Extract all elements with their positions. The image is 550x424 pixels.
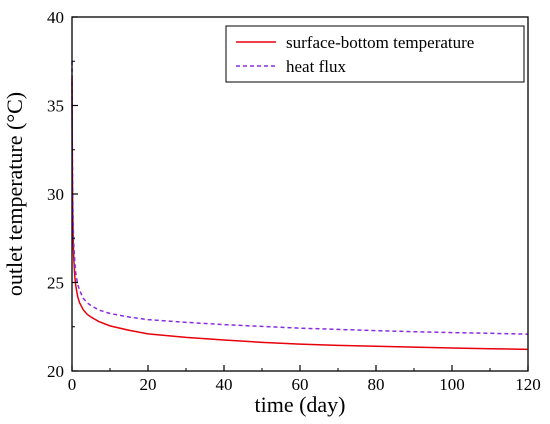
x-tick-label: 80	[368, 375, 385, 394]
y-tick-label: 35	[47, 97, 64, 116]
x-tick-label: 100	[439, 375, 465, 394]
series-line-2	[71, 61, 529, 335]
y-tick-label: 40	[47, 8, 64, 27]
x-tick-label: 20	[140, 375, 157, 394]
y-tick-label: 25	[47, 274, 64, 293]
y-tick-label: 20	[47, 362, 64, 381]
legend-label: heat flux	[286, 57, 346, 76]
series-line-1	[71, 78, 529, 351]
legend-box	[225, 25, 525, 83]
x-tick-label: 0	[68, 375, 77, 394]
x-tick-label: 40	[216, 375, 233, 394]
y-axis-title: outlet temperature (°C)	[2, 92, 27, 296]
legend: surface-bottom temperature heat flux	[225, 25, 525, 83]
y-tick-label: 30	[47, 185, 64, 204]
x-tick-label: 120	[515, 375, 541, 394]
series-layer	[71, 61, 529, 351]
x-axis-title: time (day)	[254, 392, 345, 417]
legend-label: surface-bottom temperature	[286, 33, 474, 52]
x-tick-label: 60	[292, 375, 309, 394]
